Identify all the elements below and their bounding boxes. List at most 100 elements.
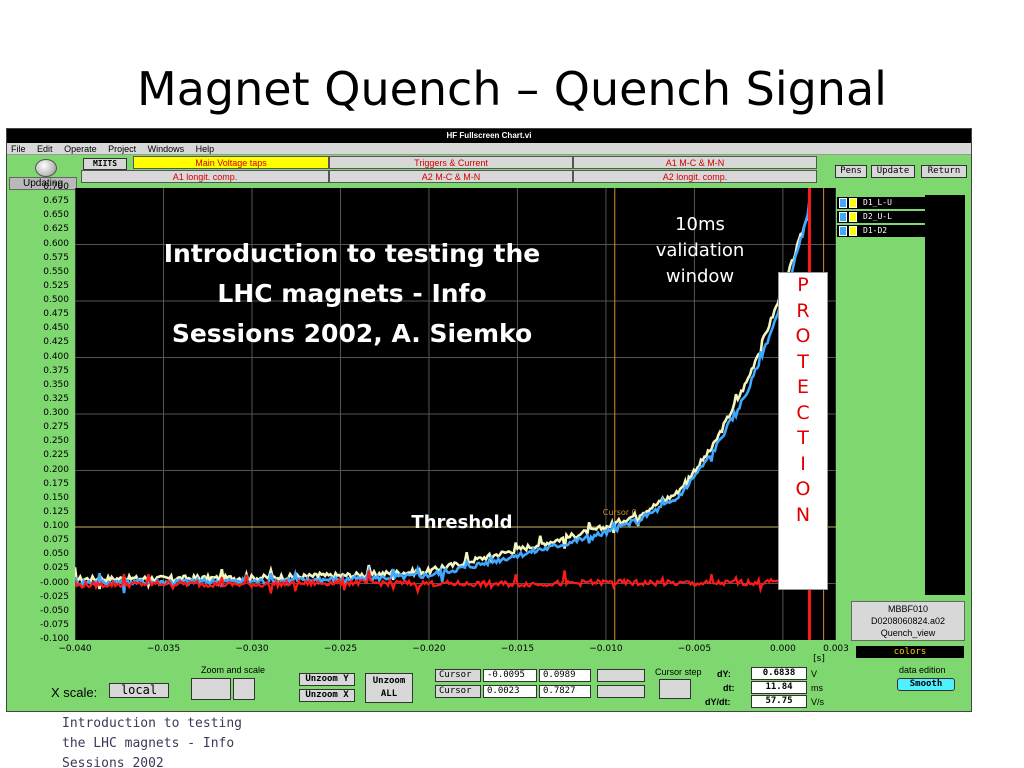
cursor-label: Cursor 0 — [603, 508, 637, 517]
protection-letter: O — [795, 325, 811, 347]
dy-unit: V — [811, 669, 818, 679]
validation-window-note: 10ms validation window — [636, 212, 764, 290]
selector-triggers-current[interactable]: Triggers & Current — [329, 156, 573, 169]
cursor1-label: Cursor — [435, 669, 481, 682]
y-tick-label: -0.075 — [39, 619, 69, 630]
menu-bar: File Edit Operate Project Windows Help — [7, 143, 971, 155]
miits-button[interactable]: MIITS — [83, 158, 127, 170]
zoom-tool-icon[interactable] — [191, 678, 231, 700]
unzoom-all-button[interactable]: Unzoom ALL — [365, 673, 413, 703]
protection-letter: E — [796, 376, 809, 398]
zoom-magnifier-icon[interactable] — [233, 678, 255, 700]
slide-footer: Introduction to testing the LHC magnets … — [62, 714, 302, 768]
cursor2-x-field[interactable]: 0.0023 — [483, 685, 537, 698]
dt-unit: ms — [811, 683, 823, 693]
y-tick-label: 0.050 — [43, 549, 69, 560]
protection-letter: C — [796, 401, 810, 424]
validation-line-3: window — [665, 266, 735, 287]
cursor2-style-icon[interactable] — [597, 685, 645, 698]
dydt-label: dY/dt: — [705, 697, 731, 707]
menu-operate[interactable]: Operate — [64, 144, 97, 154]
y-tick-label: 0.575 — [43, 252, 69, 263]
dydt-unit: V/s — [811, 697, 825, 707]
menu-file[interactable]: File — [11, 144, 26, 154]
dy-label: dY: — [717, 669, 731, 679]
return-button[interactable]: Return — [921, 165, 967, 178]
legend-strip — [925, 195, 965, 595]
smooth-button[interactable]: Smooth — [897, 678, 955, 691]
y-tick-label: 0.350 — [43, 379, 69, 390]
dt-value: 11.84 — [751, 681, 807, 694]
y-tick-label: 0.450 — [43, 323, 69, 334]
menu-help[interactable]: Help — [195, 144, 215, 154]
cursor2-y-field[interactable]: 0.7827 — [539, 685, 591, 698]
cursor-step-label: Cursor step — [655, 667, 702, 677]
menu-project[interactable]: Project — [108, 144, 137, 154]
pens-button[interactable]: Pens — [835, 165, 867, 178]
protection-letter: T — [797, 427, 809, 449]
y-tick-label: 0.200 — [43, 464, 69, 475]
selector-a2-longit[interactable]: A2 longit. comp. — [573, 170, 817, 183]
protection-letter: N — [795, 503, 811, 526]
menu-windows[interactable]: Windows — [147, 144, 185, 154]
y-tick-label: 0.475 — [43, 309, 69, 320]
info-file: D0208060824.a02 — [870, 616, 946, 626]
legend-label: D2_U-L — [863, 212, 892, 221]
legend-item-d1-d2[interactable]: D1-D2 — [837, 225, 927, 237]
y-tick-label: 0.125 — [43, 506, 69, 517]
update-button[interactable]: Update — [871, 165, 915, 178]
y-tick-label: 0.250 — [43, 436, 69, 447]
window-titlebar: HF Fullscreen Chart.vi — [7, 129, 971, 143]
unzoom-x-button[interactable]: Unzoom X — [299, 689, 355, 702]
cursor1-x-field[interactable]: -0.0095 — [483, 669, 537, 682]
x-tick-label: −0.005 — [677, 644, 712, 654]
selector-a1-mc-mn[interactable]: A1 M-C & M-N — [573, 156, 817, 169]
unzoom-y-button[interactable]: Unzoom Y — [299, 673, 355, 686]
info-view: Quench_view — [880, 628, 936, 638]
legend-yellow-icon — [849, 198, 857, 208]
y-tick-label: 0.275 — [43, 422, 69, 433]
threshold-label: Threshold — [411, 512, 513, 533]
protection-letter: P — [797, 274, 809, 296]
dt-label: dt: — [723, 683, 735, 693]
legend-blue-icon — [839, 226, 847, 236]
y-tick-label: -0.100 — [39, 634, 69, 644]
cursor1-style-icon[interactable] — [597, 669, 645, 682]
selector-a1-longit[interactable]: A1 longit. comp. — [81, 170, 329, 183]
y-tick-label: 0.425 — [43, 337, 69, 348]
legend-item-d1-lu[interactable]: D1_L-U — [837, 197, 927, 209]
menu-edit[interactable]: Edit — [37, 144, 53, 154]
y-tick-label: 0.400 — [43, 351, 69, 362]
y-tick-label: 0.675 — [43, 196, 69, 207]
intro-line-1: Introduction to testing the — [163, 239, 541, 268]
colors-button[interactable]: colors — [856, 646, 964, 658]
legend-blue-icon — [839, 212, 847, 222]
validation-line-2: validation — [655, 240, 745, 261]
updating-label: Updating — [9, 177, 77, 190]
selector-main-voltage-taps[interactable]: Main Voltage taps — [133, 156, 329, 169]
cursor2-label: Cursor — [435, 685, 481, 698]
xscale-select[interactable]: local — [109, 683, 169, 698]
cursor1-y-field[interactable]: 0.0989 — [539, 669, 591, 682]
slide-title: Magnet Quench – Quench Signal — [137, 62, 887, 116]
y-tick-label: 0.325 — [43, 393, 69, 404]
legend-yellow-icon — [849, 212, 857, 222]
selector-a2-mc-mn[interactable]: A2 M-C & M-N — [329, 170, 573, 183]
intro-line-2: LHC magnets - Info — [217, 279, 487, 308]
x-tick-label: −0.040 — [58, 644, 92, 654]
protection-letter: R — [796, 299, 810, 322]
cursor-step-diamond-icon[interactable] — [659, 679, 691, 699]
x-axis-unit: [s] — [813, 654, 825, 664]
legend-item-d2-ul[interactable]: D2_U-L — [837, 211, 927, 223]
y-tick-label: 0.025 — [43, 563, 69, 574]
quench-chart[interactable]: Cursor 0 — [75, 188, 836, 640]
xscale-label: X scale: — [51, 685, 98, 700]
footer-line-3: Sessions 2002 — [62, 756, 164, 768]
series-line-3 — [75, 570, 811, 596]
intro-overlay: Introduction to testing the LHC magnets … — [116, 234, 588, 354]
x-tick-label: 0.003 — [823, 644, 849, 654]
y-tick-label: 0.100 — [43, 521, 69, 531]
legend-yellow-icon — [849, 226, 857, 236]
dydt-value: 57.75 — [751, 695, 807, 708]
